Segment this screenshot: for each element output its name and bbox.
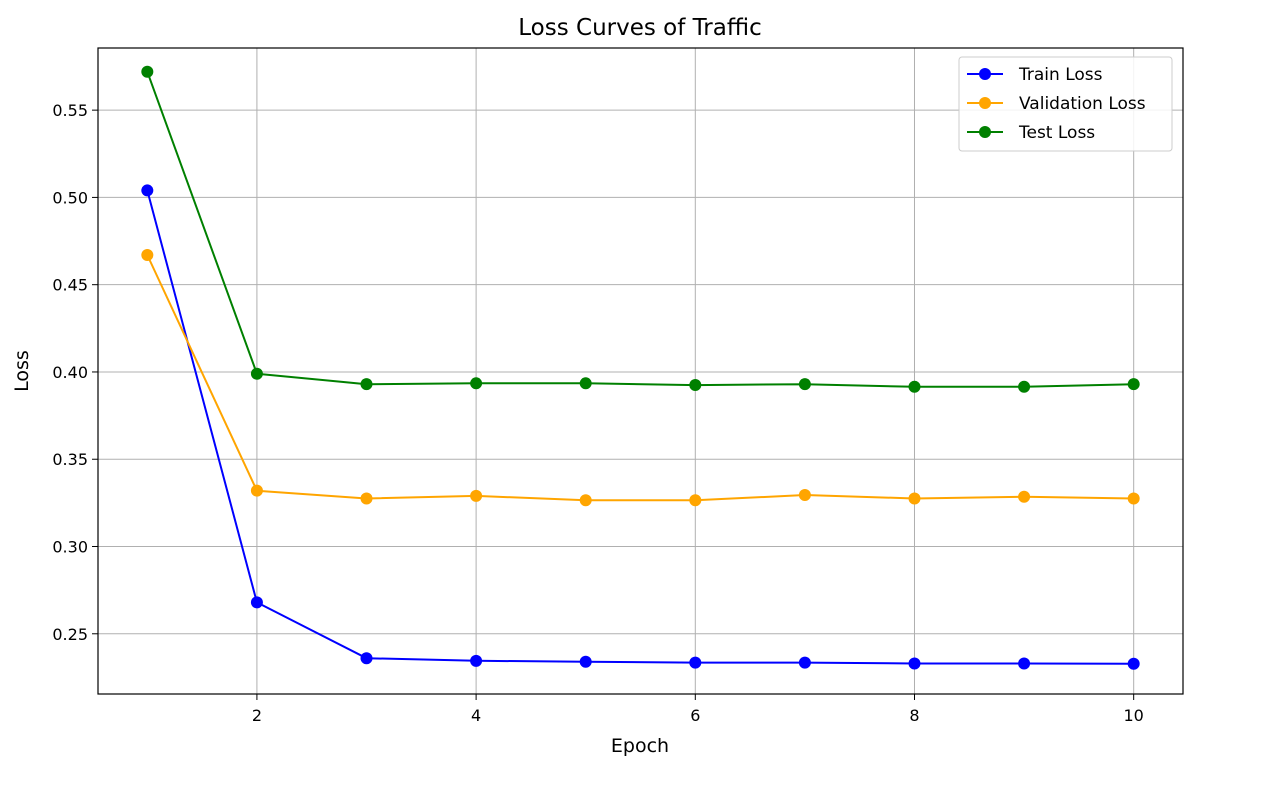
legend-box [958, 56, 1173, 152]
test-loss-point [1018, 380, 1031, 393]
grid-lines [98, 48, 1183, 694]
x-tick-label: 2 [252, 706, 262, 725]
validation-loss-point [470, 489, 483, 502]
x-tick-label: 10 [1124, 706, 1144, 725]
train-loss-point [1018, 657, 1031, 670]
x-tick-label: 6 [690, 706, 700, 725]
y-tick-label: 0.30 [52, 538, 88, 557]
test-loss-point [689, 379, 702, 392]
test-loss-point [250, 367, 263, 380]
test-loss-point [141, 65, 154, 78]
test-loss-point [470, 377, 483, 390]
legend-swatch-marker [979, 97, 991, 109]
chart-title: Loss Curves of Traffic [518, 15, 762, 41]
y-tick-label: 0.40 [52, 363, 88, 382]
train-loss-point [579, 655, 592, 668]
x-axis-label: Epoch [611, 735, 669, 757]
x-axis-ticks: 2 4 6 8 10 [252, 694, 1144, 725]
test-loss-point [360, 378, 373, 391]
validation-loss-point [250, 484, 263, 497]
validation-loss-point [360, 492, 373, 505]
x-tick-label: 8 [909, 706, 919, 725]
legend-item-train-loss: Train Loss [967, 65, 1103, 85]
legend-label: Train Loss [1018, 65, 1103, 85]
validation-loss-point [1018, 490, 1031, 503]
validation-loss-point [908, 492, 921, 505]
legend-label: Validation Loss [1019, 94, 1146, 114]
legend: Train Loss Validation Loss Test Loss [958, 56, 1173, 152]
test-loss-point [1127, 378, 1140, 391]
y-tick-label: 0.25 [52, 625, 88, 644]
legend-label: Test Loss [1018, 123, 1095, 143]
legend-swatch-marker [979, 126, 991, 138]
train-loss-point [470, 654, 483, 667]
validation-loss-line [146, 254, 1134, 502]
x-tick-label: 4 [471, 706, 481, 725]
series-validation-loss [141, 249, 1140, 507]
legend-item-validation-loss: Validation Loss [967, 94, 1146, 114]
y-tick-label: 0.55 [52, 101, 88, 120]
y-tick-label: 0.50 [52, 188, 88, 207]
series-train-loss [141, 184, 1140, 670]
train-loss-line [146, 190, 1134, 665]
y-axis-ticks: 0.25 0.30 0.35 0.40 0.45 0.50 0.55 [52, 101, 98, 644]
validation-loss-point [798, 489, 811, 502]
train-loss-point [908, 657, 921, 670]
test-loss-point [908, 380, 921, 393]
plot-frame [97, 47, 1184, 695]
train-loss-point [250, 596, 263, 609]
series-test-loss [141, 65, 1140, 393]
train-loss-point [1127, 657, 1140, 670]
y-tick-label: 0.35 [52, 450, 88, 469]
validation-loss-point [141, 249, 154, 262]
train-loss-point [798, 656, 811, 669]
y-tick-label: 0.45 [52, 276, 88, 295]
validation-loss-point [1127, 492, 1140, 505]
train-loss-point [689, 656, 702, 669]
series-layer [141, 65, 1140, 670]
test-loss-point [579, 377, 592, 390]
test-loss-line [146, 71, 1134, 388]
y-axis-label: Loss [11, 350, 33, 392]
validation-loss-point [689, 494, 702, 507]
legend-swatch-marker [979, 68, 991, 80]
train-loss-point [141, 184, 154, 197]
legend-item-test-loss: Test Loss [967, 123, 1095, 143]
validation-loss-point [579, 494, 592, 507]
train-loss-point [360, 652, 373, 665]
test-loss-point [798, 378, 811, 391]
